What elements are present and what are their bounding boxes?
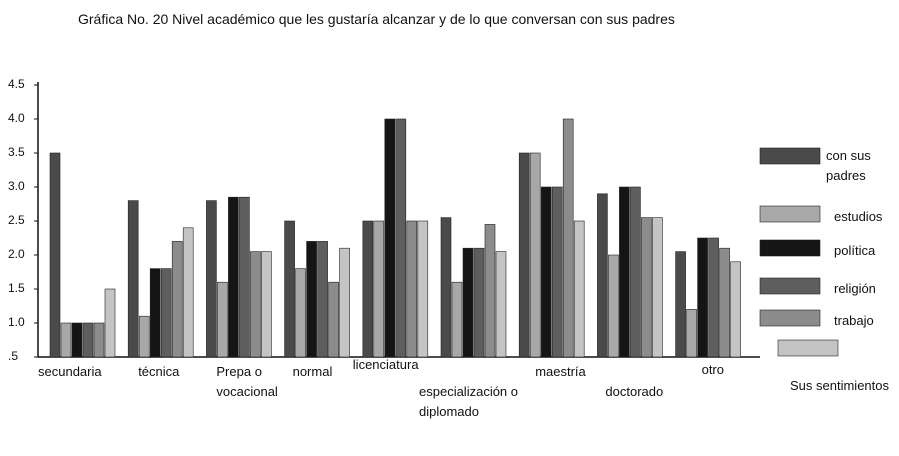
bar: [250, 251, 261, 358]
bar: [49, 152, 61, 358]
bar: [217, 281, 228, 358]
bar: [652, 217, 663, 358]
bar: [317, 241, 328, 358]
bar: [71, 322, 83, 358]
bar: [149, 268, 161, 358]
legend-swatch: [759, 239, 821, 257]
bar: [562, 118, 574, 358]
legend-label: Sus sentimientos: [790, 378, 889, 393]
bar: [384, 118, 396, 358]
bar: [473, 247, 485, 358]
bar: [484, 224, 496, 358]
legend-label: política: [834, 243, 876, 258]
bar: [339, 247, 350, 358]
bar: [182, 227, 194, 358]
bar: [406, 220, 418, 358]
legend-swatch: [759, 205, 821, 223]
x-tick-label: otro: [701, 362, 724, 377]
x-tick-label: Prepa o vocacional: [216, 364, 278, 399]
bar: [719, 247, 730, 358]
y-tick-label: .5: [8, 349, 18, 363]
bar: [228, 196, 239, 358]
bar: [93, 322, 105, 358]
y-tick-label: 4.5: [8, 77, 25, 91]
legend-swatch: [759, 309, 821, 327]
x-tick-label: normal: [292, 364, 333, 379]
bar: [171, 241, 183, 358]
bar: [608, 254, 619, 358]
bar: [127, 200, 139, 358]
bar: [82, 322, 94, 358]
bar: [440, 217, 452, 358]
bar: [138, 315, 150, 358]
y-tick-label: 3.0: [8, 179, 25, 193]
bar: [206, 200, 217, 358]
legend-label: religión: [834, 281, 876, 296]
x-tick-label: especialización o diplomado: [419, 384, 519, 419]
legend-label: con sus padres: [826, 148, 871, 183]
y-tick-label: 3.5: [8, 145, 25, 159]
bar: [573, 220, 585, 358]
legend-swatch: [777, 339, 839, 357]
y-tick-label: 1.5: [8, 281, 25, 295]
chart-title: Gráfica No. 20 Nivel académico que les g…: [78, 11, 675, 27]
legend-label: trabajo: [834, 313, 874, 328]
bar: [284, 220, 295, 358]
bar: [540, 186, 552, 358]
x-tick-label: doctorado: [605, 384, 664, 399]
bar: [495, 251, 507, 358]
legend-swatch: [759, 277, 821, 295]
bar: [239, 196, 250, 358]
bar: [551, 186, 563, 358]
bar: [373, 220, 385, 358]
y-tick-label: 1.0: [8, 315, 25, 329]
bar: [529, 152, 541, 358]
y-tick-label: 4.0: [8, 111, 25, 125]
bar: [686, 309, 697, 358]
legend-label: estudios: [834, 209, 883, 224]
x-tick-label: maestría: [535, 364, 586, 379]
bar: [362, 220, 374, 358]
bar: [60, 322, 72, 358]
x-tick-label: secundaria: [38, 364, 102, 379]
bar: [451, 281, 463, 358]
bar: [675, 251, 686, 358]
bar: [619, 186, 630, 358]
bar: [630, 186, 641, 358]
bar: [708, 237, 719, 358]
bar: [104, 288, 116, 358]
y-tick-label: 2.0: [8, 247, 25, 261]
bar: [730, 261, 741, 358]
bar: [417, 220, 429, 358]
x-tick-label: técnica: [138, 364, 180, 379]
bar: [160, 268, 172, 358]
x-tick-label: licenciatura: [352, 357, 419, 372]
bar: [518, 152, 530, 358]
bar: [295, 268, 306, 358]
y-tick-label: 2.5: [8, 213, 25, 227]
bar: [261, 251, 272, 358]
bar: [306, 241, 317, 358]
bar: [462, 247, 474, 358]
bar: [597, 193, 608, 358]
legend-swatch: [759, 147, 821, 165]
bar: [697, 237, 708, 358]
bar: [641, 217, 652, 358]
bar: [328, 281, 339, 358]
bar: [395, 118, 407, 358]
